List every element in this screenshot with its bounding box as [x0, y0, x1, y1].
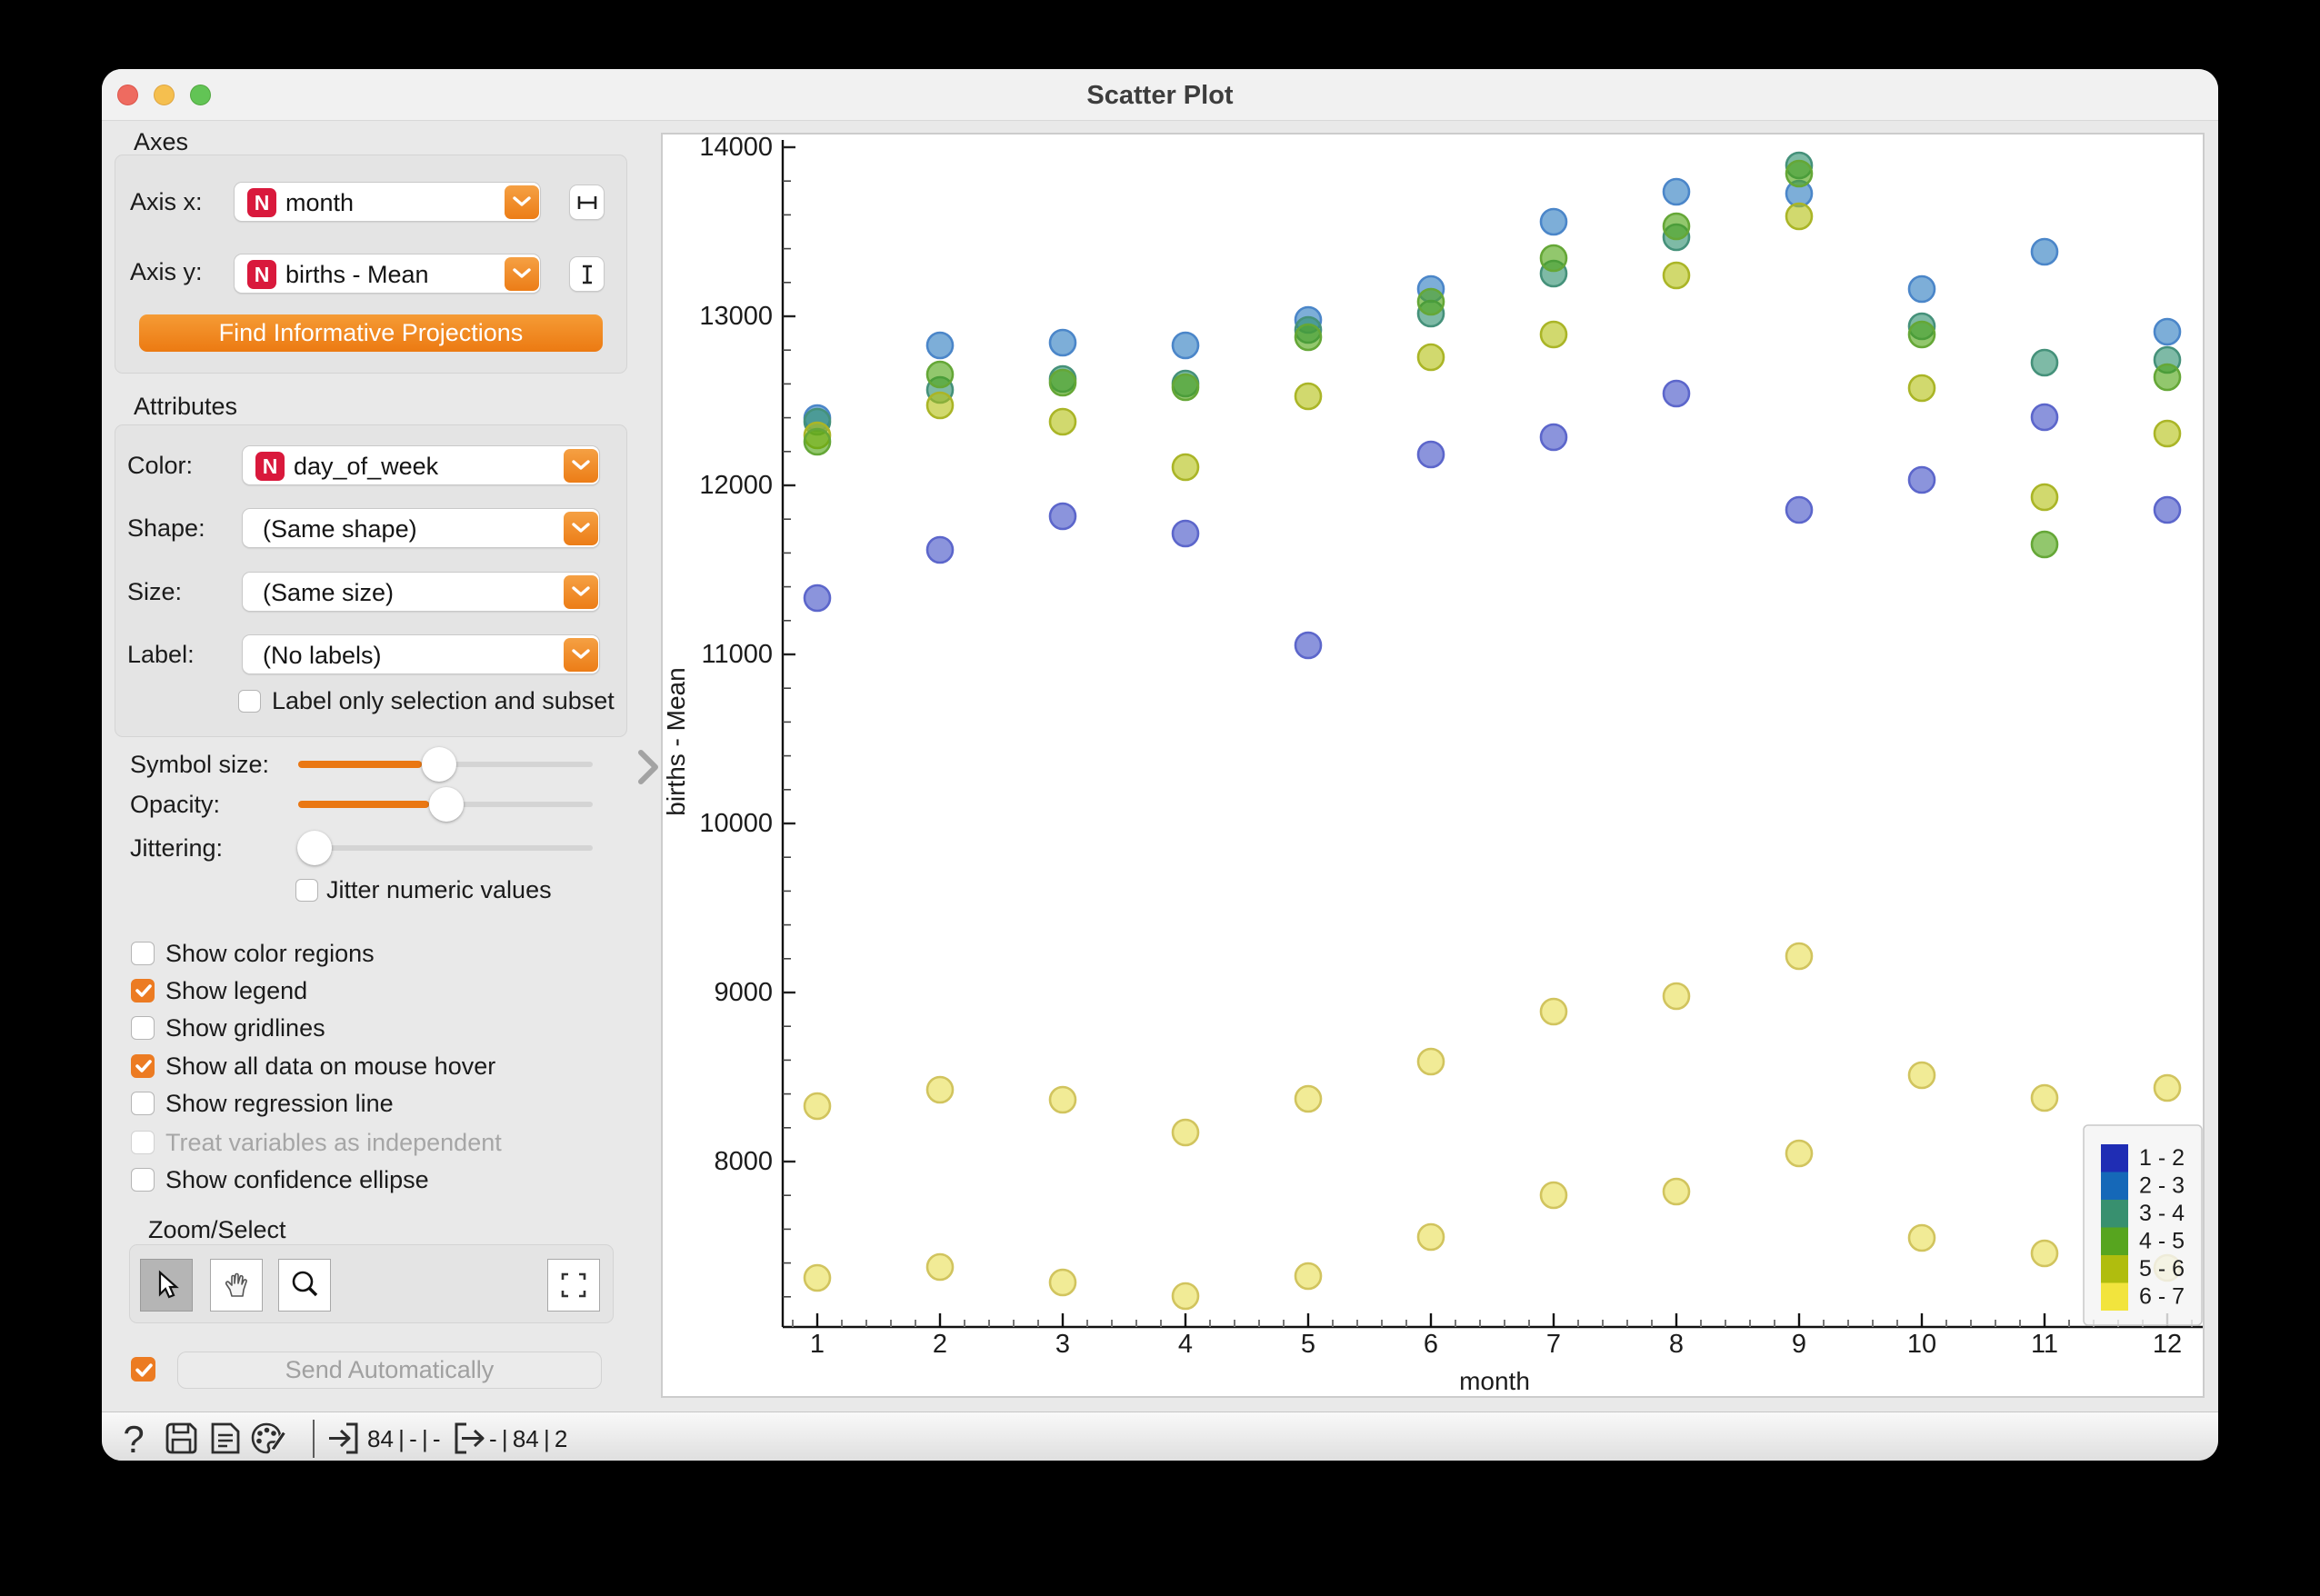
- svg-text:6: 6: [1424, 1330, 1438, 1359]
- svg-text:9000: 9000: [714, 978, 773, 1007]
- svg-text:3: 3: [1055, 1330, 1070, 1359]
- svg-text:2 - 3: 2 - 3: [2139, 1173, 2185, 1199]
- svg-text:8000: 8000: [714, 1147, 773, 1176]
- svg-text:14000: 14000: [699, 135, 773, 162]
- svg-text:10000: 10000: [699, 809, 773, 838]
- svg-text:7: 7: [1546, 1330, 1561, 1359]
- svg-text:month: month: [1459, 1367, 1530, 1395]
- svg-text:1: 1: [810, 1330, 825, 1359]
- svg-text:12: 12: [2153, 1330, 2182, 1359]
- svg-text:13000: 13000: [699, 302, 773, 331]
- svg-text:9: 9: [1792, 1330, 1806, 1359]
- svg-text:6 - 7: 6 - 7: [2139, 1284, 2185, 1310]
- svg-text:11: 11: [2031, 1330, 2058, 1359]
- svg-text:5 - 6: 5 - 6: [2139, 1256, 2185, 1282]
- svg-text:11000: 11000: [702, 640, 774, 669]
- svg-text:1 - 2: 1 - 2: [2139, 1145, 2185, 1171]
- svg-text:10: 10: [1907, 1330, 1936, 1359]
- svg-text:4 - 5: 4 - 5: [2139, 1229, 2185, 1254]
- svg-text:?: ?: [123, 1420, 144, 1458]
- svg-text:2: 2: [933, 1330, 947, 1359]
- svg-text:8: 8: [1669, 1330, 1684, 1359]
- svg-text:12000: 12000: [699, 471, 773, 500]
- svg-text:3 - 4: 3 - 4: [2139, 1201, 2185, 1226]
- svg-text:4: 4: [1178, 1330, 1193, 1359]
- svg-text:84 | - | -: 84 | - | -: [367, 1425, 441, 1452]
- svg-text:5: 5: [1301, 1330, 1315, 1359]
- svg-text:- | 84 | 2: - | 84 | 2: [489, 1425, 567, 1452]
- svg-text:births - Mean: births - Mean: [663, 667, 690, 815]
